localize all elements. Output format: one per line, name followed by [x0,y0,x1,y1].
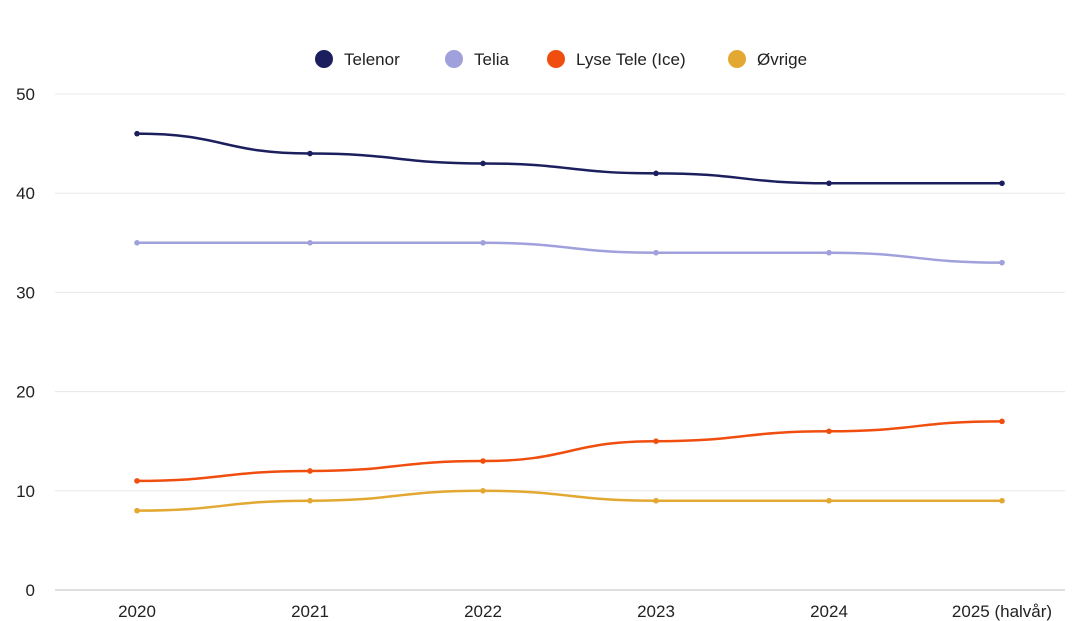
data-point[interactable] [999,497,1005,504]
legend-marker-icon [445,50,463,68]
data-point[interactable] [134,130,140,137]
y-axis: 0 10 20 30 40 50 [16,85,35,600]
data-point[interactable] [999,259,1005,266]
legend-label: Telia [474,50,510,69]
y-tick-label: 30 [16,283,35,302]
legend-label: Øvrige [757,50,807,69]
data-point[interactable] [307,468,313,474]
series-vrige [134,488,1005,514]
y-tick-label: 20 [16,383,35,402]
x-tick-label: 2024 [810,602,848,621]
x-axis: 2020 2021 2022 2023 2024 2025 (halvår) [55,589,1065,621]
series-line [135,132,1004,185]
data-point[interactable] [826,180,832,187]
data-point[interactable] [826,428,832,435]
series-lines [134,130,1005,514]
series-lyse-tele-ice [134,418,1005,484]
legend-marker-icon [547,50,565,68]
data-point[interactable] [653,170,659,177]
series-line [135,241,1004,264]
y-tick-label: 50 [16,85,35,104]
data-point[interactable] [653,438,659,445]
series-line [135,420,1004,483]
series-telenor [134,130,1005,187]
y-tick-label: 40 [16,184,35,203]
data-point[interactable] [307,240,313,246]
data-point[interactable] [480,488,486,494]
x-tick-label: 2025 (halvår) [952,602,1052,621]
gridlines [55,93,1065,492]
x-tick-label: 2020 [118,602,156,621]
data-point[interactable] [134,240,140,246]
legend-marker-icon [315,50,333,68]
data-point[interactable] [653,249,659,256]
legend-item[interactable]: Øvrige [728,50,807,69]
legend-item[interactable]: Telia [445,50,510,69]
data-point[interactable] [999,180,1005,187]
data-point[interactable] [307,150,313,157]
legend-marker-icon [728,50,746,68]
data-point[interactable] [307,497,313,504]
legend-label: Lyse Tele (Ice) [576,50,686,69]
x-tick-label: 2023 [637,602,675,621]
x-tick-label: 2021 [291,602,329,621]
data-point[interactable] [480,458,486,464]
legend[interactable]: Telenor Telia Lyse Tele (Ice) Øvrige [315,50,807,69]
data-point[interactable] [134,507,140,514]
y-tick-label: 10 [16,482,35,501]
data-point[interactable] [480,240,486,246]
legend-label: Telenor [344,50,400,69]
data-point[interactable] [826,249,832,256]
series-line [135,489,1004,512]
x-tick-label: 2022 [464,602,502,621]
legend-item[interactable]: Telenor [315,50,400,69]
data-point[interactable] [653,497,659,504]
data-point[interactable] [999,418,1005,425]
series-telia [134,240,1005,266]
data-point[interactable] [480,160,486,167]
y-tick-label: 0 [26,581,35,600]
legend-item[interactable]: Lyse Tele (Ice) [547,50,686,69]
data-point[interactable] [826,497,832,504]
data-point[interactable] [134,478,140,484]
